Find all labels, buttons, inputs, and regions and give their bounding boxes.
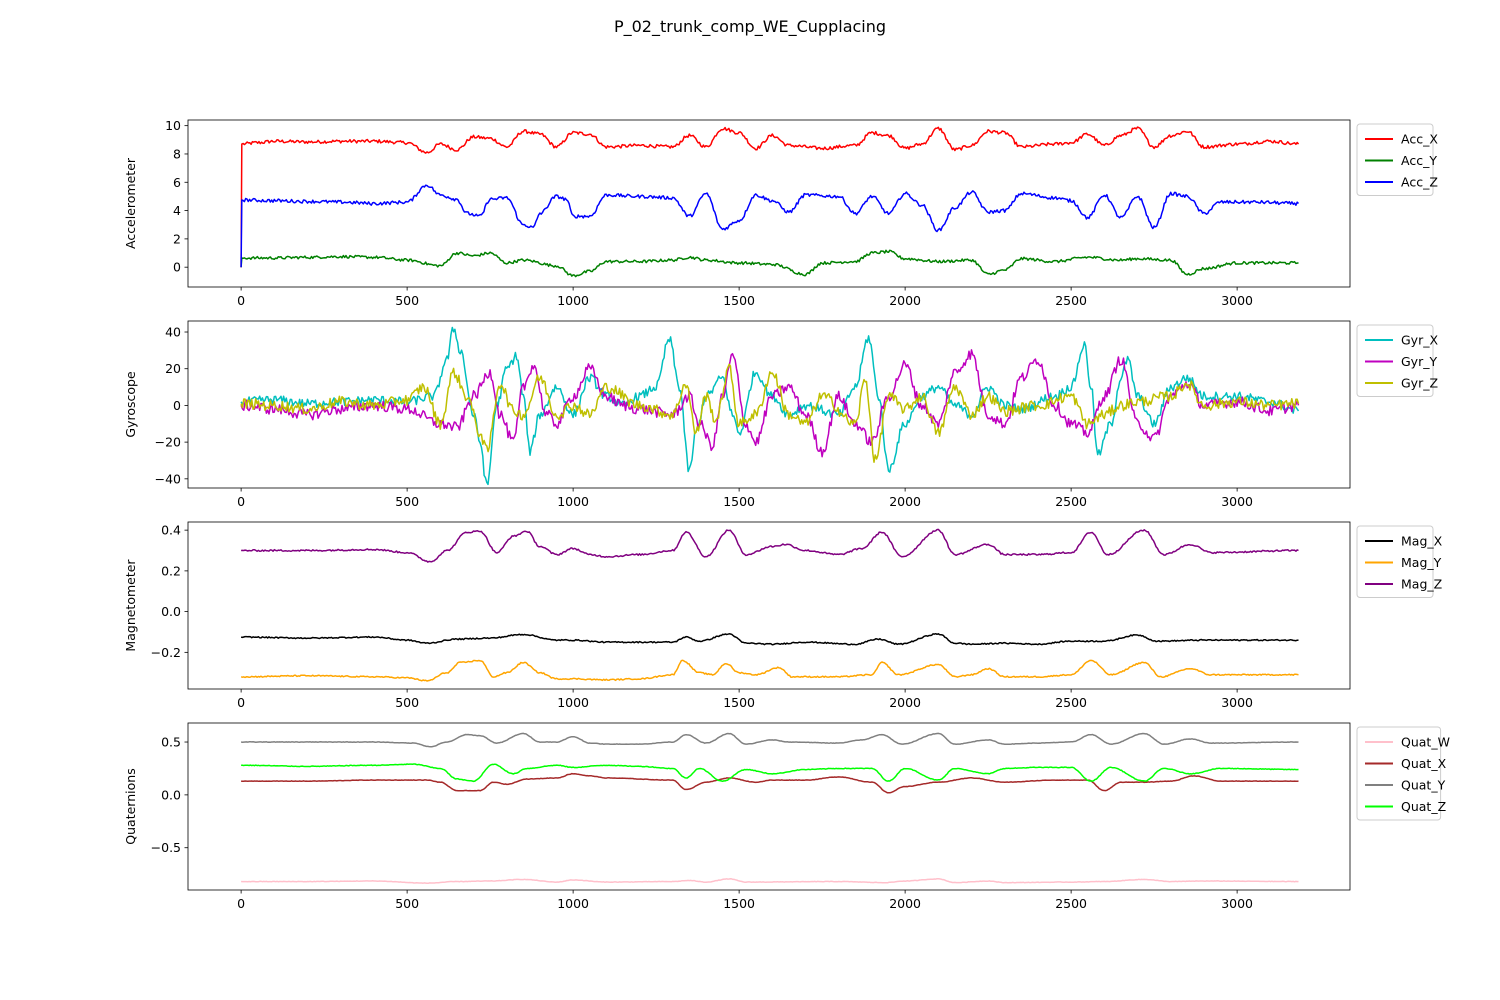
legend-label: Quat_X: [1401, 756, 1447, 771]
legend-box: [1356, 525, 1434, 598]
x-tick-label: 1500: [723, 695, 755, 710]
subplot-2: 0 500 1000 1500 2000 2500 3000 −40 −20 0 20 40 Gyros…: [123, 320, 1438, 509]
legend-label: Acc_X: [1401, 132, 1438, 147]
series-line-mag-y: [240, 659, 1299, 682]
x-tick-label: 2000: [889, 494, 921, 509]
series-line-gyr-x: [240, 326, 1300, 486]
x-tick-label: 0: [237, 695, 245, 710]
legend: Acc_X Acc_Y Acc_Z: [1356, 123, 1438, 196]
x-tick-label: 500: [395, 293, 419, 308]
legend-label: Gyr_X: [1401, 333, 1438, 348]
x-tick-label: 1000: [557, 695, 589, 710]
axes-frame: [187, 119, 1351, 288]
y-tick-label: −0.2: [151, 645, 181, 660]
x-tick-label: 2500: [1055, 494, 1087, 509]
x-tick-label: 500: [395, 695, 419, 710]
y-axis-label: Accelerometer: [123, 157, 138, 249]
x-tick-label: 0: [237, 494, 245, 509]
axes-frame: [187, 722, 1351, 891]
x-tick-label: 2500: [1055, 293, 1087, 308]
y-tick-label: 2: [173, 231, 181, 246]
axes-frame: [187, 320, 1351, 489]
x-tick-label: 3000: [1221, 293, 1253, 308]
legend-box: [1356, 726, 1442, 821]
y-tick-label: 8: [173, 146, 181, 161]
legend-box: [1356, 123, 1434, 196]
series-line-quat-x: [240, 772, 1299, 794]
y-tick-label: 4: [173, 203, 181, 218]
y-tick-label: 0.2: [161, 563, 181, 578]
x-tick-label: 2000: [889, 695, 921, 710]
x-tick-label: 0: [237, 896, 245, 911]
axes-frame: [187, 521, 1351, 690]
legend-label: Quat_Y: [1401, 778, 1446, 793]
x-tick-label: 2000: [889, 896, 921, 911]
series-line-acc-z: [240, 184, 1300, 268]
x-tick-label: 2500: [1055, 695, 1087, 710]
y-tick-label: 6: [173, 175, 181, 190]
x-tick-label: 0: [237, 293, 245, 308]
y-tick-label: 20: [165, 361, 181, 376]
series-line-gyr-y: [240, 349, 1300, 458]
subplot-4: 0 500 1000 1500 2000 2500 3000 −0.5 0.0 0.5 Quater…: [123, 722, 1450, 911]
y-tick-label: 0: [173, 398, 181, 413]
subplot-1: 0 500 1000 1500 2000 2500 3000 0 2 4 6 8 10 Accelerom…: [123, 118, 1438, 308]
x-tick-label: 3000: [1221, 494, 1253, 509]
series-line-acc-y: [240, 249, 1299, 278]
legend-label: Acc_Y: [1401, 153, 1437, 168]
y-tick-label: −40: [155, 471, 181, 486]
x-tick-label: 2500: [1055, 896, 1087, 911]
y-tick-label: 0.0: [161, 787, 181, 802]
series-line-quat-w: [241, 877, 1299, 885]
y-axis-label: Quaternions: [123, 768, 138, 844]
series-line-quat-z: [241, 763, 1299, 783]
x-tick-label: 3000: [1221, 695, 1253, 710]
series-line-gyr-z: [240, 363, 1300, 463]
legend-label: Mag_Z: [1401, 577, 1442, 592]
x-tick-label: 2000: [889, 293, 921, 308]
x-tick-label: 1000: [557, 896, 589, 911]
x-tick-label: 3000: [1221, 896, 1253, 911]
y-tick-label: 0.5: [161, 735, 181, 750]
legend-label: Quat_W: [1401, 735, 1450, 750]
y-tick-label: −20: [155, 435, 181, 450]
legend-label: Acc_Z: [1401, 175, 1438, 190]
y-tick-label: 0.4: [161, 523, 181, 538]
legend-label: Gyr_Z: [1401, 376, 1438, 391]
y-tick-label: 40: [165, 325, 181, 340]
subplot-3: 0 500 1000 1500 2000 2500 3000 −0.2 0.0 0.2 0.4 Mag…: [123, 521, 1443, 710]
x-tick-label: 1000: [557, 293, 589, 308]
legend-label: Mag_X: [1401, 534, 1443, 549]
legend-box: [1356, 324, 1434, 397]
legend-label: Gyr_Y: [1401, 354, 1437, 369]
figure-title: P_02_trunk_comp_WE_Cupplacing: [613, 17, 887, 36]
x-tick-label: 1500: [723, 494, 755, 509]
y-tick-label: −0.5: [151, 840, 181, 855]
x-tick-label: 1500: [723, 896, 755, 911]
y-axis-label: Magnetometer: [123, 559, 138, 652]
y-tick-label: 0: [173, 260, 181, 275]
x-tick-label: 1000: [557, 494, 589, 509]
x-tick-label: 1500: [723, 293, 755, 308]
legend: Gyr_X Gyr_Y Gyr_Z: [1356, 324, 1438, 397]
series-line-acc-x: [240, 126, 1300, 268]
y-tick-label: 0.0: [161, 604, 181, 619]
legend-label: Quat_Z: [1401, 799, 1446, 814]
y-tick-label: 10: [165, 118, 181, 133]
series-line-mag-x: [240, 632, 1299, 646]
series-line-mag-z: [241, 528, 1299, 563]
series-line-quat-y: [240, 732, 1299, 748]
legend: Mag_X Mag_Y Mag_Z: [1356, 525, 1443, 598]
x-tick-label: 500: [395, 896, 419, 911]
x-tick-label: 500: [395, 494, 419, 509]
y-axis-label: Gyroscope: [123, 371, 138, 438]
legend-label: Mag_Y: [1401, 555, 1442, 570]
legend: Quat_W Quat_X Quat_Y Quat_Z: [1356, 726, 1450, 821]
